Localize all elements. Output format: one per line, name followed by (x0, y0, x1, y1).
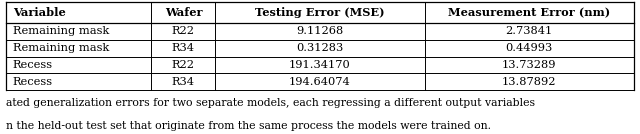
Text: Remaining mask: Remaining mask (13, 26, 109, 36)
Text: 13.87892: 13.87892 (502, 77, 556, 87)
Text: 2.73841: 2.73841 (506, 26, 553, 36)
Text: 191.34170: 191.34170 (289, 60, 351, 70)
Text: 9.11268: 9.11268 (296, 26, 344, 36)
Text: 194.64074: 194.64074 (289, 77, 351, 87)
Text: R34: R34 (172, 77, 195, 87)
Text: 0.31283: 0.31283 (296, 43, 344, 53)
Text: Remaining mask: Remaining mask (13, 43, 109, 53)
Text: 0.44993: 0.44993 (506, 43, 553, 53)
Text: 13.73289: 13.73289 (502, 60, 556, 70)
Text: Recess: Recess (13, 60, 53, 70)
Text: Variable: Variable (13, 7, 65, 18)
Text: R22: R22 (172, 26, 195, 36)
Text: Testing Error (MSE): Testing Error (MSE) (255, 7, 385, 18)
Text: n the held-out test set that originate from the same process the models were tra: n the held-out test set that originate f… (6, 121, 492, 131)
Text: Wafer: Wafer (164, 7, 202, 18)
Text: R22: R22 (172, 60, 195, 70)
Text: ated generalization errors for two separate models, each regressing a different : ated generalization errors for two separ… (6, 98, 536, 108)
Text: R34: R34 (172, 43, 195, 53)
Text: Measurement Error (nm): Measurement Error (nm) (448, 7, 610, 18)
Text: Recess: Recess (13, 77, 53, 87)
